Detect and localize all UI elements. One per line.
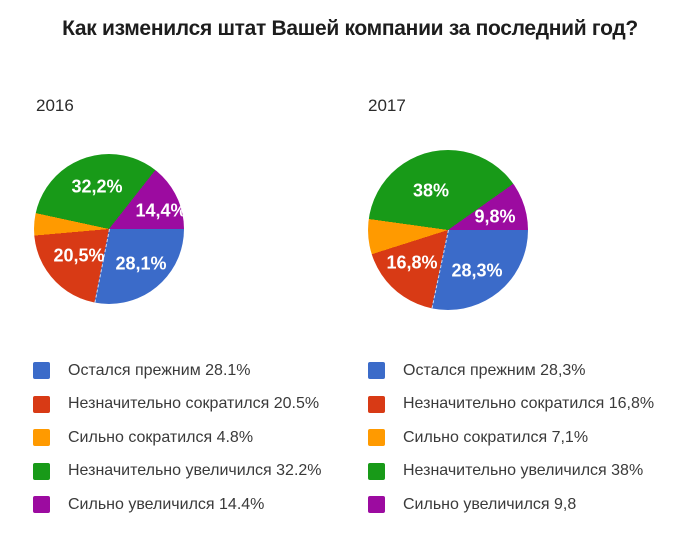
legend-item-big-decrease: Сильно сократился 4.8% xyxy=(33,429,353,446)
legend-item-slight-increase: Незначительно увеличился 38% xyxy=(368,462,698,480)
legend-2016: Остался прежним 28.1% Незначительно сокр… xyxy=(33,362,353,513)
legend-label: Остался прежним 28.1% xyxy=(68,361,251,379)
legend-label: Сильно сократился 7,1% xyxy=(403,428,589,446)
slice-label-big-increase: 9,8% xyxy=(474,206,516,227)
legend-swatch-red xyxy=(33,395,50,413)
legend-swatch-purple xyxy=(33,496,50,513)
legend-label: Незначительно увеличился 32.2% xyxy=(68,462,322,479)
slice-label-slight-increase: 38% xyxy=(412,180,450,201)
legend-item-same: Остался прежним 28.1% xyxy=(33,362,353,379)
legend-swatch-red xyxy=(368,395,385,413)
legend-item-slight-decrease: Незначительно сократился 16,8% xyxy=(368,395,698,413)
slice-label-slight-decrease: 20,5% xyxy=(53,245,105,266)
legend-swatch-blue xyxy=(33,362,50,379)
legend-label: Остался прежним 28,3% xyxy=(403,361,586,379)
legend-label: Незначительно увеличился 38% xyxy=(403,462,644,479)
year-label-2017: 2017 xyxy=(368,96,406,115)
legend-label: Незначительно сократился 20.5% xyxy=(68,395,320,412)
year-label-2016: 2016 xyxy=(36,96,74,115)
legend-label: Незначительно сократился 16,8% xyxy=(403,395,655,412)
chart-title: Как изменился штат Вашей компании за пос… xyxy=(62,17,638,40)
legend-label: Сильно увеличился 14.4% xyxy=(68,495,265,513)
slice-label-slight-decrease: 16,8% xyxy=(386,252,438,273)
legend-swatch-purple xyxy=(368,496,385,513)
legend-swatch-orange xyxy=(33,429,50,446)
legend-item-slight-increase: Незначительно увеличился 32.2% xyxy=(33,462,353,480)
legend-swatch-green xyxy=(33,462,50,480)
legend-swatch-orange xyxy=(368,429,385,446)
slice-label-same: 28,3% xyxy=(451,260,503,281)
legend-item-big-decrease: Сильно сократился 7,1% xyxy=(368,429,698,446)
legend-swatch-green xyxy=(368,462,385,480)
legend-item-same: Остался прежним 28,3% xyxy=(368,362,698,379)
legend-label: Сильно увеличился 9,8 xyxy=(403,495,577,513)
legend-item-big-increase: Сильно увеличился 9,8 xyxy=(368,496,698,513)
legend-swatch-blue xyxy=(368,362,385,379)
slice-label-same: 28,1% xyxy=(115,253,167,274)
legend-label: Сильно сократился 4.8% xyxy=(68,428,254,446)
pie-chart-2017: 28,3% 16,8% 38% 9,8% xyxy=(368,150,528,310)
legend-2017: Остался прежним 28,3% Незначительно сокр… xyxy=(368,362,698,513)
pie-chart-2016: 28,1% 20,5% 32,2% 14,4% xyxy=(34,154,184,304)
legend-item-big-increase: Сильно увеличился 14.4% xyxy=(33,496,353,513)
slice-label-big-increase: 14,4% xyxy=(135,200,184,221)
legend-item-slight-decrease: Незначительно сократился 20.5% xyxy=(33,395,353,413)
slice-label-slight-increase: 32,2% xyxy=(71,176,123,197)
